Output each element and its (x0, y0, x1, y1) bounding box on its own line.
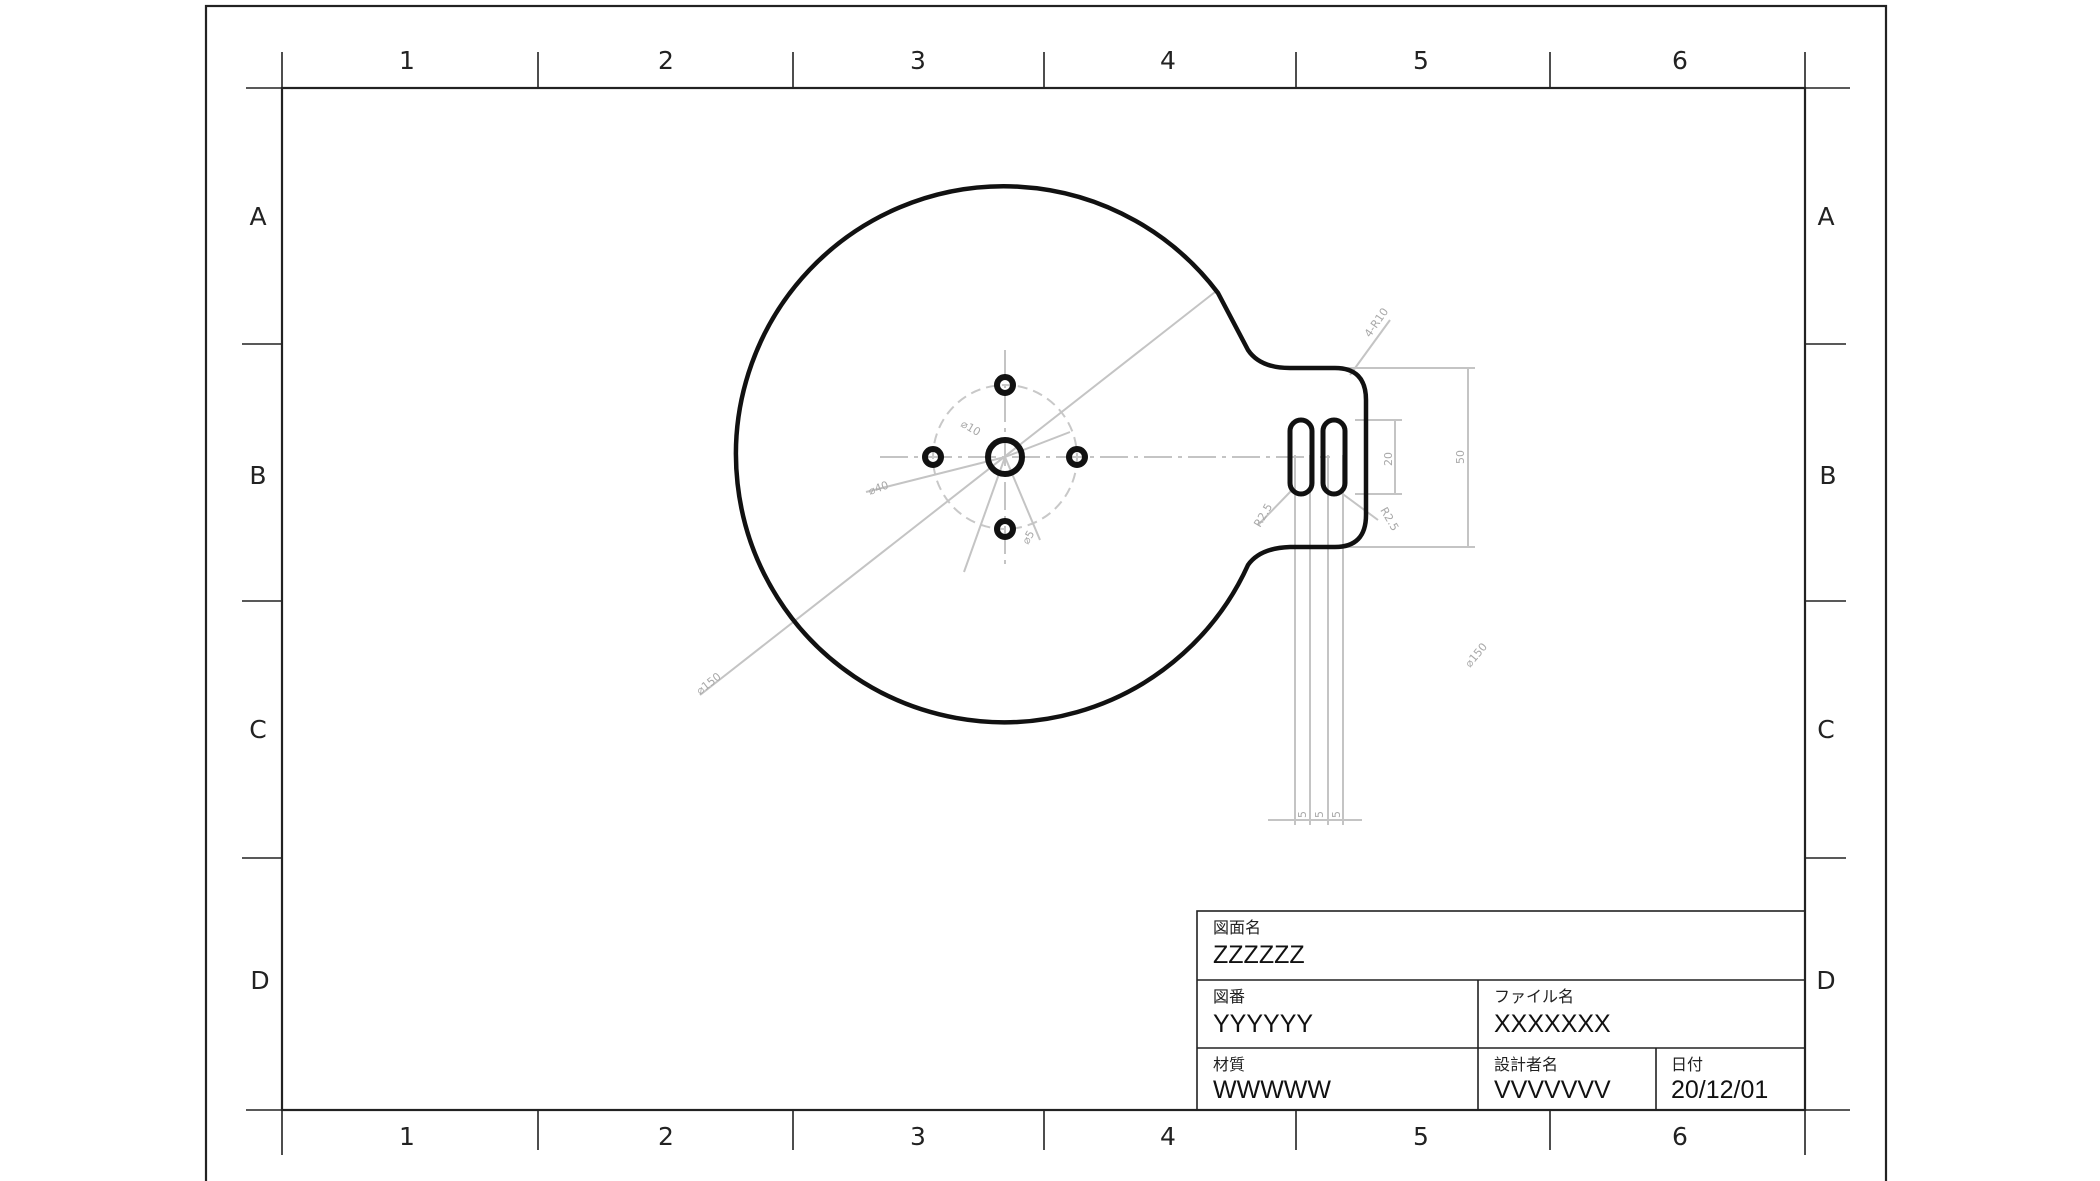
dim-outer-dia-left: ⌀150 (694, 670, 724, 697)
bolt-hole-top (994, 374, 1016, 396)
dim-slot-spacing-3: 5 (1330, 811, 1343, 818)
part-outline (733, 184, 1369, 725)
col-label-top-4: 4 (1160, 46, 1176, 75)
row-label-right-d: D (1816, 966, 1835, 995)
dimension-lines (699, 291, 1475, 825)
col-label-bottom-3: 3 (910, 1122, 926, 1151)
slot-left (1287, 417, 1315, 497)
row-label-left-d: D (250, 966, 269, 995)
row-label-right-a: A (1817, 202, 1834, 231)
col-label-top-6: 6 (1672, 46, 1688, 75)
row-label-right-b: B (1819, 461, 1836, 490)
center-hole (985, 437, 1025, 477)
bolt-hole-right (1066, 446, 1088, 468)
col-label-top-3: 3 (910, 46, 926, 75)
file-name-value: XXXXXXX (1494, 1010, 1611, 1038)
col-label-bottom-4: 4 (1160, 1122, 1176, 1151)
row-label-left-b: B (249, 461, 266, 490)
designer-label: 設計者名 (1494, 1056, 1558, 1074)
dim-outer-dia-right: ⌀150 (1462, 640, 1490, 670)
sheet-border (204, 4, 1888, 1181)
slot-right (1320, 417, 1348, 497)
drawing-number-label: 図番 (1213, 988, 1245, 1006)
drawing-frame (280, 86, 1807, 1112)
date-label: 日付 (1671, 1056, 1703, 1074)
date-value: 20/12/01 (1671, 1076, 1768, 1104)
col-label-bottom-1: 1 (399, 1122, 415, 1151)
file-name-label: ファイル名 (1494, 988, 1574, 1006)
col-label-top-2: 2 (658, 46, 674, 75)
dim-center-hole-dia: ⌀5 (1019, 528, 1037, 546)
col-label-bottom-6: 6 (1672, 1122, 1688, 1151)
col-label-top-5: 5 (1413, 46, 1429, 75)
drawing-name-label: 図面名 (1213, 919, 1261, 937)
dim-slot-radius-b: R2.5 (1377, 505, 1401, 533)
bolt-hole-bottom (994, 518, 1016, 540)
material-label: 材質 (1213, 1056, 1245, 1074)
dim-pcd-dia: ⌀40 (867, 479, 891, 498)
drawing-number-value: YYYYYY (1213, 1010, 1313, 1038)
col-label-bottom-5: 5 (1413, 1122, 1429, 1151)
drawing-name-value: ZZZZZZ (1213, 941, 1305, 969)
row-label-left-a: A (249, 202, 266, 231)
dim-slot-radius-a: R2.5 (1251, 501, 1275, 529)
dim-slot-spacing-2: 5 (1313, 811, 1326, 818)
zone-grid (242, 52, 1850, 1155)
col-label-bottom-2: 2 (658, 1122, 674, 1151)
material-value: WWWWW (1213, 1076, 1331, 1104)
row-label-left-c: C (249, 715, 266, 744)
row-label-right-c: C (1817, 715, 1834, 744)
dim-bolt-hole-dia: ⌀10 (959, 417, 983, 439)
designer-value: VVVVVVV (1494, 1076, 1611, 1104)
dim-tab-corner: 4-R10 (1362, 306, 1391, 340)
title-block (1196, 910, 1806, 1111)
dim-slot-spacing-1: 5 (1296, 811, 1309, 818)
dim-tab-height: 50 (1454, 450, 1467, 464)
col-label-top-1: 1 (399, 46, 415, 75)
bolt-hole-left (922, 446, 944, 468)
dim-slot-length: 20 (1382, 452, 1395, 466)
